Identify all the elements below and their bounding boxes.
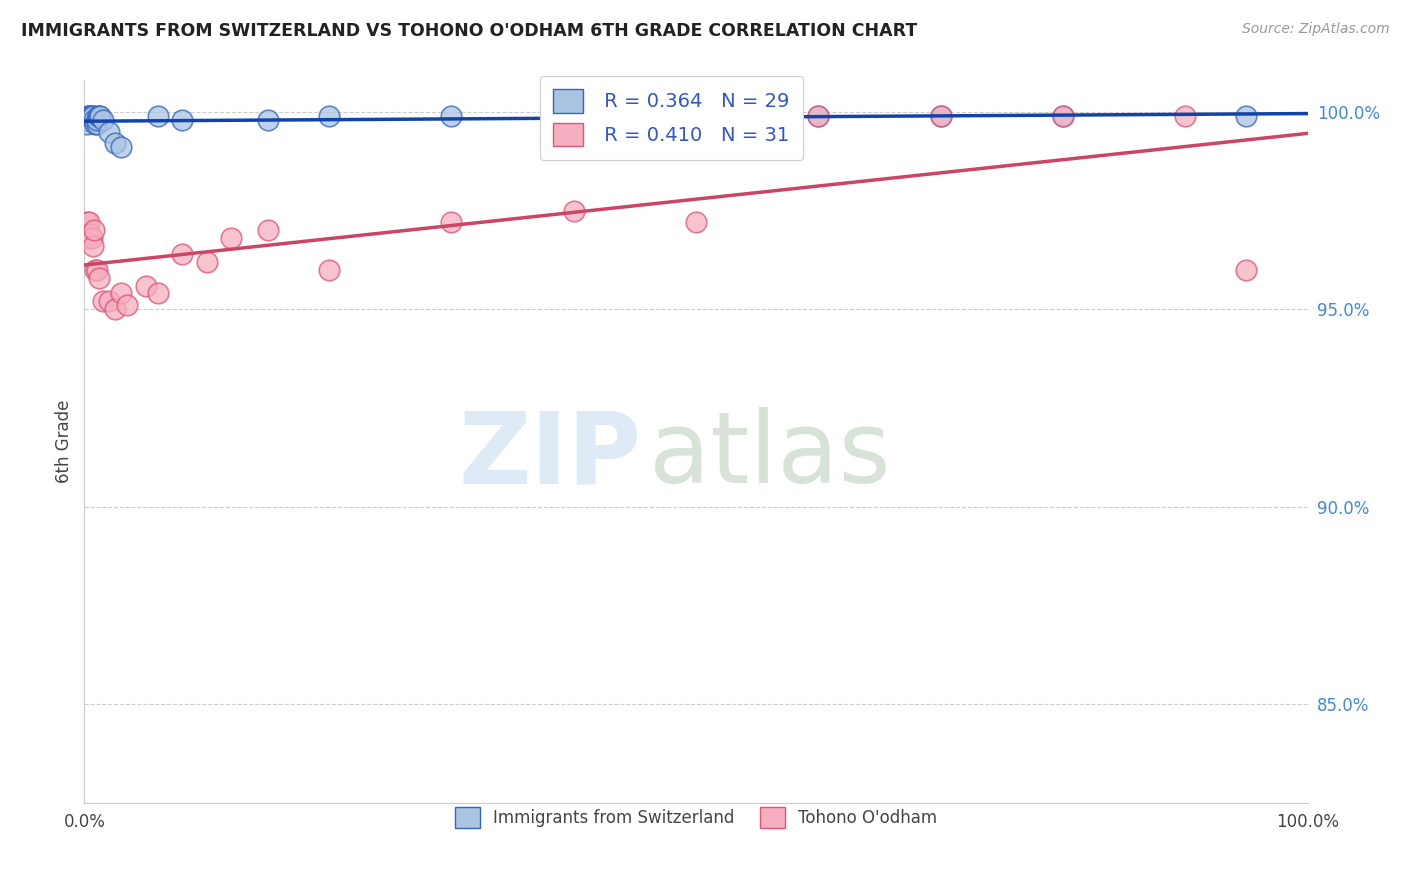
Point	[83, 112, 105, 127]
Point	[195, 255, 218, 269]
Point	[318, 262, 340, 277]
Point	[79, 109, 101, 123]
Point	[91, 112, 114, 127]
Point	[1052, 109, 1074, 123]
Point	[80, 109, 103, 123]
Point	[110, 286, 132, 301]
Point	[83, 223, 105, 237]
Point	[104, 136, 127, 151]
Point	[84, 117, 107, 131]
Point	[84, 262, 107, 277]
Point	[86, 262, 108, 277]
Point	[318, 109, 340, 123]
Point	[440, 109, 463, 123]
Point	[80, 231, 103, 245]
Point	[172, 247, 194, 261]
Point	[87, 109, 110, 123]
Point	[115, 298, 138, 312]
Point	[104, 302, 127, 317]
Point	[219, 231, 242, 245]
Point	[82, 239, 104, 253]
Y-axis label: 6th Grade: 6th Grade	[55, 400, 73, 483]
Point	[77, 215, 100, 229]
Point	[1174, 109, 1197, 123]
Point	[929, 109, 952, 123]
Point	[77, 109, 100, 123]
Point	[807, 109, 830, 123]
Point	[76, 215, 98, 229]
Point	[79, 227, 101, 242]
Point	[929, 109, 952, 123]
Point	[257, 223, 280, 237]
Point	[257, 112, 280, 127]
Text: atlas: atlas	[650, 408, 891, 505]
Point	[97, 294, 120, 309]
Text: ZIP: ZIP	[458, 408, 641, 505]
Point	[86, 112, 108, 127]
Point	[91, 294, 114, 309]
Point	[89, 109, 111, 123]
Point	[440, 215, 463, 229]
Point	[1052, 109, 1074, 123]
Point	[87, 270, 110, 285]
Point	[1236, 109, 1258, 123]
Point	[86, 117, 108, 131]
Point	[110, 140, 132, 154]
Legend: Immigrants from Switzerland, Tohono O'odham: Immigrants from Switzerland, Tohono O'od…	[449, 800, 943, 834]
Point	[75, 112, 97, 127]
Point	[87, 109, 110, 123]
Point	[77, 231, 100, 245]
Point	[80, 109, 103, 123]
Point	[75, 223, 97, 237]
Point	[146, 109, 169, 123]
Point	[76, 117, 98, 131]
Text: IMMIGRANTS FROM SWITZERLAND VS TOHONO O'ODHAM 6TH GRADE CORRELATION CHART: IMMIGRANTS FROM SWITZERLAND VS TOHONO O'…	[21, 22, 917, 40]
Point	[97, 125, 120, 139]
Point	[77, 109, 100, 123]
Point	[172, 112, 194, 127]
Point	[685, 215, 707, 229]
Point	[807, 109, 830, 123]
Point	[82, 109, 104, 123]
Text: Source: ZipAtlas.com: Source: ZipAtlas.com	[1241, 22, 1389, 37]
Point	[562, 203, 585, 218]
Point	[146, 286, 169, 301]
Point	[1236, 262, 1258, 277]
Point	[135, 278, 157, 293]
Point	[562, 109, 585, 123]
